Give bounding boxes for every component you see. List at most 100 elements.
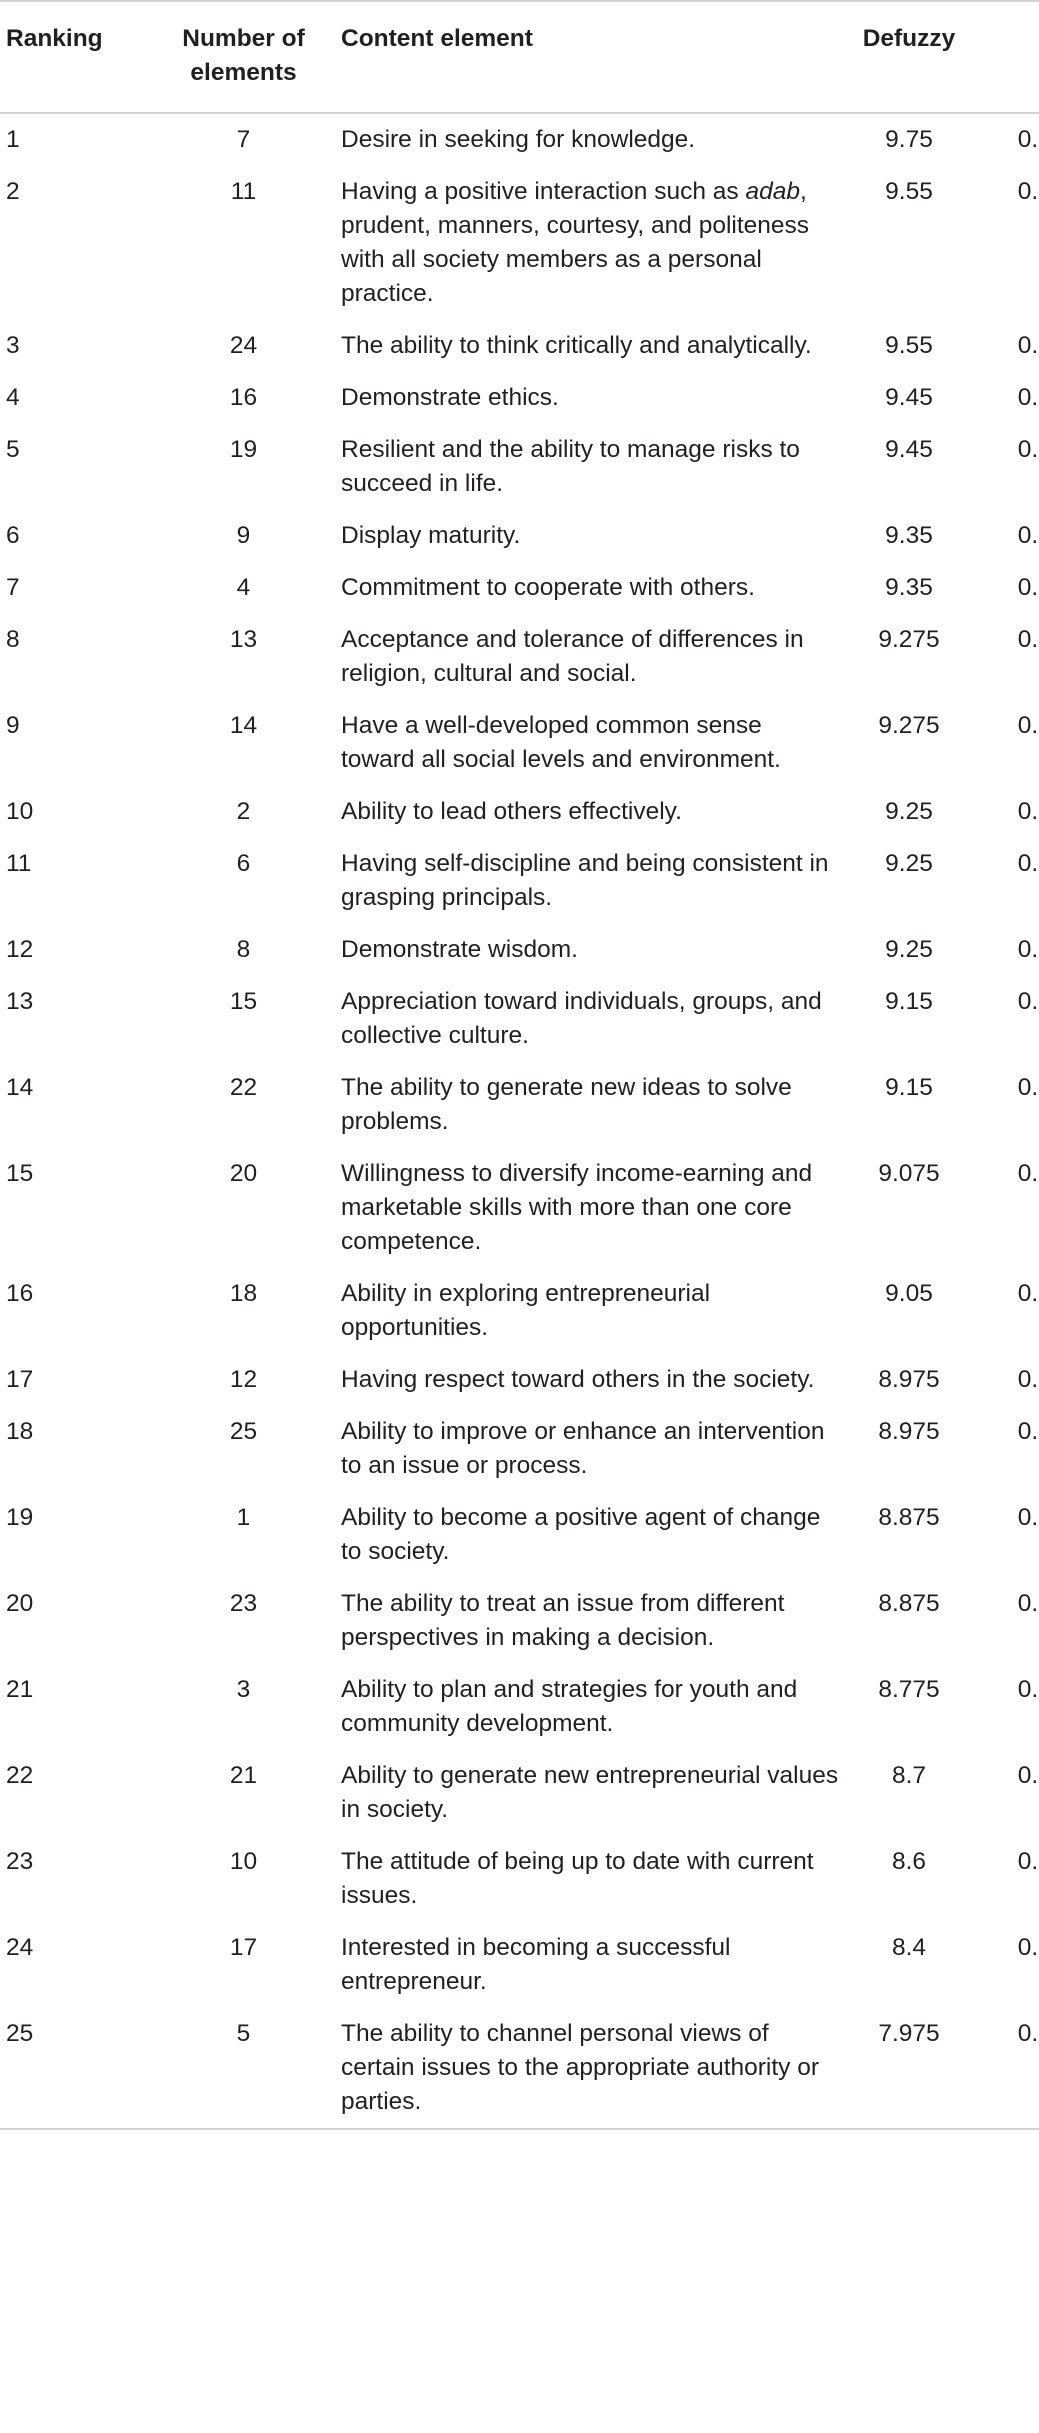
cell-number-of-elements: 1 (236, 1504, 251, 1531)
cell-defuzzy: 9.25 (885, 850, 933, 877)
cell-ranking: 11 (6, 850, 32, 877)
cell-ranking: 20 (6, 1590, 34, 1617)
table-row: 3 24 The ability to think critically and… (0, 320, 1039, 372)
cell-ranking: 1 (6, 126, 20, 153)
cell-ranking: 17 (6, 1366, 34, 1393)
cell-d: 0.062 (1017, 522, 1039, 549)
cell-defuzzy: 7.975 (878, 2020, 940, 2047)
cell-content-element: The ability to channel personal views of… (341, 2020, 820, 2115)
cell-defuzzy: 8.6 (891, 1848, 927, 1875)
cell-number-of-elements: 15 (229, 988, 258, 1015)
cell-content-element: Having a positive interaction such as ad… (331, 166, 849, 320)
table-row: 20 23 The ability to treat an issue from… (0, 1578, 1039, 1664)
table-row: 4 16 Demonstrate ethics. 9.45 0.054 (0, 372, 1039, 424)
cell-number-of-elements: 23 (229, 1590, 258, 1617)
cell-ranking: 14 (6, 1074, 34, 1101)
cell-d: 0.066 (1017, 1590, 1039, 1617)
cell-content-element: Ability to generate new entrepreneurial … (341, 1762, 839, 1823)
cell-defuzzy: 9.25 (885, 798, 933, 825)
cell-content-element: Commitment to cooperate with others. (341, 574, 755, 601)
cell-defuzzy: 9.55 (885, 332, 933, 359)
cell-d: 0.054 (1017, 1280, 1039, 1307)
cell-ranking: 18 (6, 1418, 34, 1445)
cell-content-element: Appreciation toward individuals, groups,… (341, 988, 822, 1049)
cell-defuzzy: 8.7 (891, 1762, 927, 1789)
table-row: 18 25 Ability to improve or enhance an i… (0, 1406, 1039, 1492)
header-ranking: Ranking (6, 25, 103, 52)
cell-number-of-elements: 3 (236, 1676, 251, 1703)
table-row: 10 2 Ability to lead others effectively.… (0, 786, 1039, 838)
cell-d: 0.099 (1017, 2020, 1039, 2047)
cell-defuzzy: 8.875 (878, 1504, 940, 1531)
cell-content-element: The ability to generate new ideas to sol… (341, 1074, 792, 1135)
cell-content-element: Ability to plan and strategies for youth… (341, 1676, 798, 1737)
cell-d: 0.069 (1017, 1848, 1039, 1875)
cell-number-of-elements: 13 (229, 626, 258, 653)
cell-number-of-elements: 18 (229, 1280, 258, 1307)
cell-content-element: Having self-discipline and being consist… (341, 850, 829, 911)
cell-ranking: 21 (6, 1676, 34, 1703)
cell-defuzzy: 9.35 (885, 522, 933, 549)
cell-d: 0.041 (1017, 178, 1039, 205)
cell-content-element: Resilient and the ability to manage risk… (341, 436, 800, 497)
table-row: 22 21 Ability to generate new entreprene… (0, 1750, 1039, 1836)
cell-d: 0.054 (1017, 384, 1039, 411)
cell-d: 0.080 (1017, 1762, 1039, 1789)
cell-ranking: 7 (6, 574, 20, 601)
cell-number-of-elements: 19 (229, 436, 258, 463)
cell-number-of-elements: 8 (236, 936, 251, 963)
cell-d: 0.065 (1017, 798, 1039, 825)
cell-defuzzy: 9.275 (878, 712, 940, 739)
cell-defuzzy: 8.875 (878, 1590, 940, 1617)
table-row: 15 20 Willingness to diversify income-ea… (0, 1148, 1039, 1268)
cell-defuzzy: 9.15 (885, 988, 933, 1015)
table-header: Ranking Number of elements Content eleme… (0, 1, 1039, 113)
cell-number-of-elements: 20 (229, 1160, 258, 1187)
cell-number-of-elements: 24 (229, 332, 258, 359)
table-row: 24 17 Interested in becoming a successfu… (0, 1922, 1039, 2008)
cell-d: 0.062 (1017, 988, 1039, 1015)
cell-d: 0.051 (1017, 1676, 1039, 1703)
cell-ranking: 8 (6, 626, 20, 653)
header-number-of-elements: Number of elements (182, 25, 305, 86)
cell-content-element: Acceptance and tolerance of differences … (341, 626, 804, 687)
cell-number-of-elements: 4 (236, 574, 251, 601)
cell-content-element: Demonstrate ethics. (341, 384, 559, 411)
cell-ranking: 15 (6, 1160, 34, 1187)
cell-d: 0.000 (1017, 126, 1039, 153)
cell-content-element: Ability in exploring entrepreneurial opp… (341, 1280, 711, 1341)
table-row: 17 12 Having respect toward others in th… (0, 1354, 1039, 1406)
cell-defuzzy: 8.975 (878, 1366, 940, 1393)
cell-number-of-elements: 12 (229, 1366, 258, 1393)
table-row: 19 1 Ability to become a positive agent … (0, 1492, 1039, 1578)
cell-d: 0.076 (1017, 1418, 1039, 1445)
cell-content-element: Have a well-developed common sense towar… (341, 712, 781, 773)
cell-defuzzy: 9.05 (885, 1280, 933, 1307)
table-row: 2 11 Having a positive interaction such … (0, 166, 1039, 320)
cell-content-element: Desire in seeking for knowledge. (341, 126, 696, 153)
header-row: Ranking Number of elements Content eleme… (0, 1, 1039, 113)
cell-defuzzy: 9.45 (885, 436, 933, 463)
cell-content-element: Ability to lead others effectively. (341, 798, 682, 825)
cell-defuzzy: 9.075 (878, 1160, 940, 1187)
table-row: 12 8 Demonstrate wisdom. 9.25 0.065 (0, 924, 1039, 976)
content-text-part: Having a positive interaction such as (341, 178, 746, 205)
cell-number-of-elements: 10 (229, 1848, 258, 1875)
cell-d: 0.077 (1017, 626, 1039, 653)
table-row: 8 13 Acceptance and tolerance of differe… (0, 614, 1039, 700)
cell-number-of-elements: 25 (229, 1418, 258, 1445)
cell-defuzzy: 9.35 (885, 574, 933, 601)
cell-defuzzy: 9.55 (885, 178, 933, 205)
cell-number-of-elements: 11 (230, 178, 257, 205)
cell-number-of-elements: 6 (236, 850, 251, 877)
cell-ranking: 3 (6, 332, 20, 359)
table-row: 14 22 The ability to generate new ideas … (0, 1062, 1039, 1148)
cell-d: 0.062 (1017, 574, 1039, 601)
table-row: 16 18 Ability in exploring entrepreneuri… (0, 1268, 1039, 1354)
cell-d: 0.065 (1017, 850, 1039, 877)
header-content-element: Content element (341, 25, 533, 52)
header-d: d (969, 1, 1039, 113)
cell-number-of-elements: 21 (229, 1762, 258, 1789)
cell-ranking: 16 (6, 1280, 34, 1307)
